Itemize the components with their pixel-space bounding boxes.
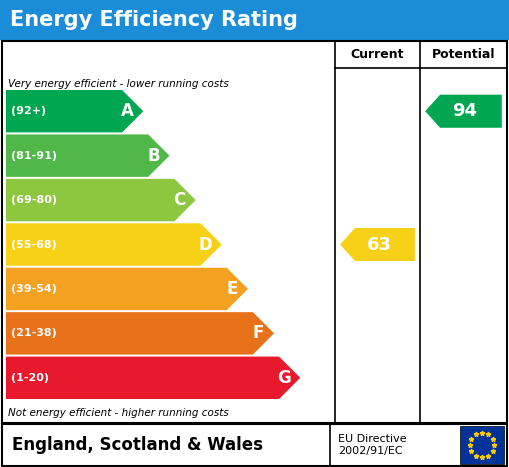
Polygon shape — [6, 268, 248, 310]
Text: F: F — [252, 325, 264, 342]
Text: D: D — [199, 235, 213, 254]
Bar — [0, 0, 509, 40]
Text: England, Scotland & Wales: England, Scotland & Wales — [12, 436, 263, 454]
Polygon shape — [340, 228, 415, 261]
Text: (21-38): (21-38) — [11, 328, 56, 339]
Polygon shape — [6, 134, 169, 177]
Bar — [2, 41, 507, 423]
Text: (55-68): (55-68) — [11, 240, 56, 249]
Text: 63: 63 — [366, 235, 391, 254]
Polygon shape — [6, 179, 195, 221]
Text: Potential: Potential — [432, 48, 495, 61]
Text: (69-80): (69-80) — [11, 195, 57, 205]
Text: Current: Current — [351, 48, 404, 61]
Polygon shape — [6, 357, 300, 399]
Text: EU Directive
2002/91/EC: EU Directive 2002/91/EC — [338, 434, 407, 456]
Text: B: B — [147, 147, 160, 165]
Text: C: C — [174, 191, 186, 209]
Text: 94: 94 — [453, 102, 477, 120]
Text: (39-54): (39-54) — [11, 284, 57, 294]
Text: (81-91): (81-91) — [11, 151, 57, 161]
Bar — [460, 426, 504, 464]
Text: A: A — [121, 102, 134, 120]
Text: (1-20): (1-20) — [11, 373, 49, 383]
Text: (92+): (92+) — [11, 106, 46, 116]
Bar — [2, 424, 507, 466]
Text: E: E — [227, 280, 238, 298]
Polygon shape — [425, 95, 502, 128]
Text: Very energy efficient - lower running costs: Very energy efficient - lower running co… — [8, 79, 229, 89]
Polygon shape — [6, 312, 274, 354]
Text: Energy Efficiency Rating: Energy Efficiency Rating — [10, 10, 298, 30]
Polygon shape — [6, 223, 222, 266]
Text: Not energy efficient - higher running costs: Not energy efficient - higher running co… — [8, 408, 229, 418]
Text: G: G — [277, 369, 291, 387]
Polygon shape — [6, 90, 144, 133]
